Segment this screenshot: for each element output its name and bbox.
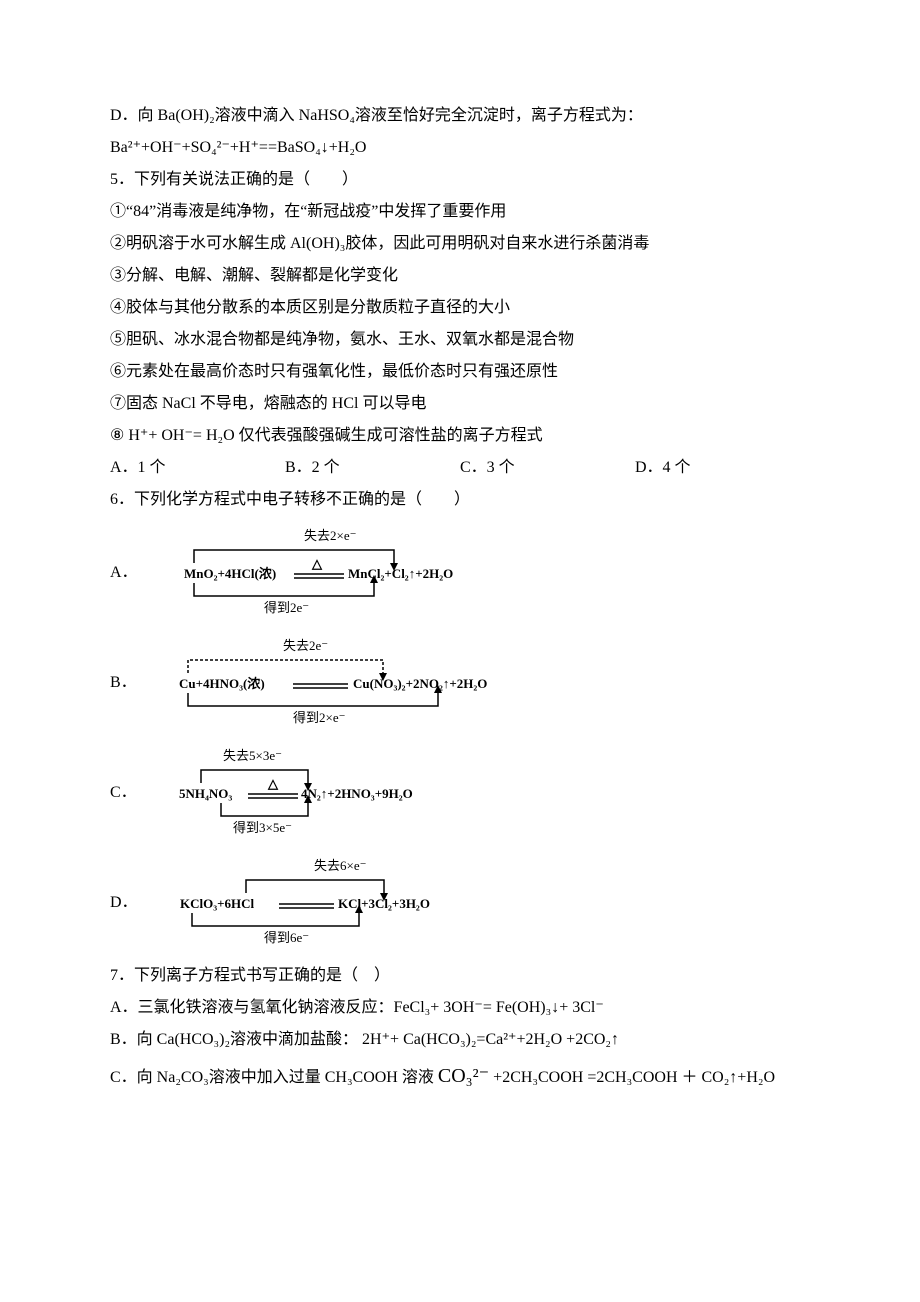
eq-cond: △	[311, 556, 323, 571]
lose-label: 失去2e⁻	[283, 638, 328, 653]
q5-item-4: ④胶体与其他分散系的本质区别是分散质粒子直径的大小	[110, 292, 810, 324]
eq-left: Cu+4HNO₃(浓)	[179, 676, 265, 691]
electron-transfer-diagram-icon: 失去2e⁻ Cu+4HNO₃(浓) Cu(NO₃)₂+2NO₂↑+2H₂O 得到…	[173, 638, 533, 728]
q4-option-d-line1: D．向 Ba(OH)₂溶液中滴入 NaHSO₄溶液至恰好完全沉淀时，离子方程式为…	[110, 100, 810, 132]
q6-opt-d-letter: D．	[110, 887, 138, 919]
q6-opt-a-letter: A．	[110, 557, 138, 589]
q7-opt-b: B．向 Ca(HCO₃)₂溶液中滴加盐酸： 2H⁺+ Ca(HCO₃)₂=Ca²…	[110, 1024, 810, 1056]
q6-diagram-d-row: D． 失去6×e⁻ KClO₃+6HCl KCl+3Cl₂+3H₂O 得到6e⁻	[110, 850, 810, 956]
q5-opt-a: A．1 个	[110, 452, 285, 484]
eq-cond: △	[267, 776, 279, 791]
q7-stem: 7．下列离子方程式书写正确的是（ ）	[110, 960, 810, 992]
eq-right: KCl+3Cl₂+3H₂O	[338, 896, 430, 911]
lose-label: 失去5×3e⁻	[223, 748, 282, 763]
q6-diagram-a-row: A． 失去2×e⁻ MnO₂+4HCl(浓) △ MnCl₂+Cl₂↑+2H₂O…	[110, 520, 810, 626]
q6-diagram-b-row: B． 失去2e⁻ Cu+4HNO₃(浓) Cu(NO₃)₂+2NO₂↑+2H₂O…	[110, 630, 810, 736]
q6-diagram-d: 失去6×e⁻ KClO₃+6HCl KCl+3Cl₂+3H₂O 得到6e⁻	[174, 858, 494, 948]
q5-item-5: ⑤胆矾、冰水混合物都是纯净物，氨水、王水、双氧水都是混合物	[110, 324, 810, 356]
q7-opt-c-formula: CO₃²⁻	[438, 1065, 489, 1087]
q5-item-8: ⑧ H⁺+ OH⁻= H₂O 仅代表强酸强碱生成可溶性盐的离子方程式	[110, 420, 810, 452]
q5-item-3: ③分解、电解、潮解、裂解都是化学变化	[110, 260, 810, 292]
eq-right: Cu(NO₃)₂+2NO₂↑+2H₂O	[353, 676, 487, 691]
q6-diagram-a: 失去2×e⁻ MnO₂+4HCl(浓) △ MnCl₂+Cl₂↑+2H₂O 得到…	[174, 528, 514, 618]
gain-label: 得到2e⁻	[264, 600, 309, 615]
q5-opt-b: B．2 个	[285, 452, 460, 484]
q6-opt-b-letter: B．	[110, 667, 137, 699]
eq-right: 4N₂↑+2HNO₃+9H₂O	[301, 786, 413, 801]
q7-opt-c: C．向 Na₂CO₃溶液中加入过量 CH₃COOH 溶液 CO₃²⁻ +2CH₃…	[110, 1056, 810, 1096]
eq-left: 5NH₄NO₃	[179, 786, 232, 801]
q5-item-2: ②明矾溶于水可水解生成 Al(OH)₃胶体，因此可用明矾对自来水进行杀菌消毒	[110, 228, 810, 260]
q5-item-6: ⑥元素处在最高价态时只有强氧化性，最低价态时只有强还原性	[110, 356, 810, 388]
eq-right: MnCl₂+Cl₂↑+2H₂O	[348, 566, 453, 581]
electron-transfer-diagram-icon: 失去5×3e⁻ 5NH₄NO₃ △ 4N₂↑+2HNO₃+9H₂O 得到3×5e…	[173, 748, 473, 838]
q5-opt-d: D．4 个	[635, 452, 810, 484]
eq-left: MnO₂+4HCl(浓)	[184, 566, 276, 581]
q6-opt-c-letter: C．	[110, 777, 137, 809]
q6-diagram-c: 失去5×3e⁻ 5NH₄NO₃ △ 4N₂↑+2HNO₃+9H₂O 得到3×5e…	[173, 748, 473, 838]
q7-opt-a: A．三氯化铁溶液与氢氧化钠溶液反应：FeCl₃+ 3OH⁻= Fe(OH)₃↓+…	[110, 992, 810, 1024]
eq-left: KClO₃+6HCl	[180, 896, 255, 911]
q4-option-d-line2: Ba²⁺+OH⁻+SO₄²⁻+H⁺==BaSO₄↓+H₂O	[110, 132, 810, 164]
q5-item-1: ①“84”消毒液是纯净物，在“新冠战疫”中发挥了重要作用	[110, 196, 810, 228]
electron-transfer-diagram-icon: 失去6×e⁻ KClO₃+6HCl KCl+3Cl₂+3H₂O 得到6e⁻	[174, 858, 494, 948]
q5-item-7: ⑦固态 NaCl 不导电，熔融态的 HCl 可以导电	[110, 388, 810, 420]
gain-label: 得到2×e⁻	[293, 710, 345, 725]
q7-opt-c-suffix: +2CH₃COOH =2CH₃COOH ＋ CO₂↑+H₂O	[493, 1069, 775, 1086]
lose-label: 失去2×e⁻	[304, 528, 356, 543]
gain-label: 得到3×5e⁻	[233, 820, 292, 835]
q6-diagram-b: 失去2e⁻ Cu+4HNO₃(浓) Cu(NO₃)₂+2NO₂↑+2H₂O 得到…	[173, 638, 533, 728]
q5-opt-c: C．3 个	[460, 452, 635, 484]
gain-label: 得到6e⁻	[264, 930, 309, 945]
q5-options-row: A．1 个 B．2 个 C．3 个 D．4 个	[110, 452, 810, 484]
electron-transfer-diagram-icon: 失去2×e⁻ MnO₂+4HCl(浓) △ MnCl₂+Cl₂↑+2H₂O 得到…	[174, 528, 514, 618]
q5-stem: 5．下列有关说法正确的是（ ）	[110, 164, 810, 196]
q6-diagram-c-row: C． 失去5×3e⁻ 5NH₄NO₃ △ 4N₂↑+2HNO₃+9H₂O 得到3…	[110, 740, 810, 846]
lose-label: 失去6×e⁻	[314, 858, 366, 873]
q7-opt-c-prefix: C．向 Na₂CO₃溶液中加入过量 CH₃COOH 溶液	[110, 1069, 434, 1086]
q6-stem: 6．下列化学方程式中电子转移不正确的是（ ）	[110, 484, 810, 516]
